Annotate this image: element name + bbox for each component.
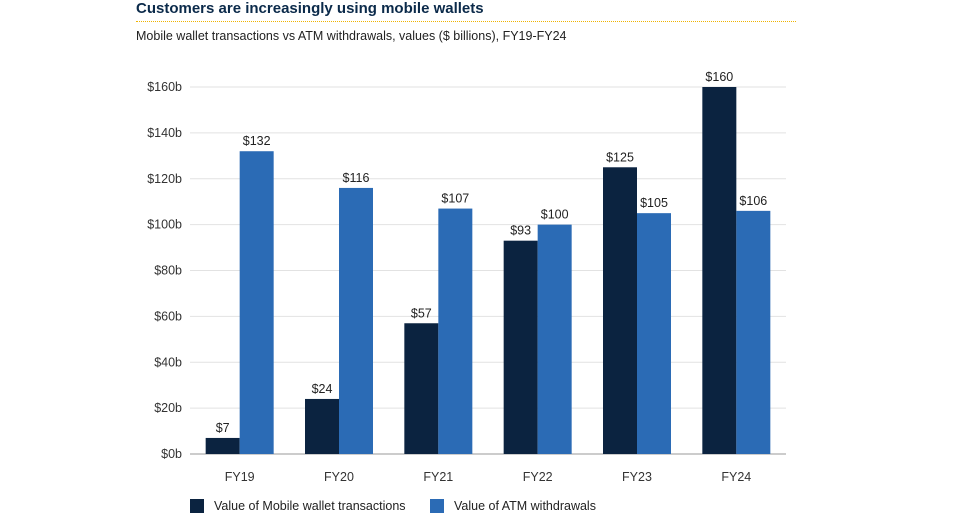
bars bbox=[205, 87, 771, 455]
mobile-wallet-bar-fy19 bbox=[205, 437, 240, 454]
data-label: $93 bbox=[510, 224, 531, 238]
mobile-wallet-bar-fy20 bbox=[305, 398, 339, 454]
data-label: $132 bbox=[243, 134, 271, 148]
y-tick-label: $20b bbox=[154, 401, 182, 415]
y-tick-label: $40b bbox=[154, 355, 182, 369]
y-tick-label: $0b bbox=[161, 447, 182, 461]
y-tick-label: $60b bbox=[154, 309, 182, 323]
data-label: $57 bbox=[411, 306, 432, 320]
chart-title: Customers are increasingly using mobile … bbox=[136, 0, 484, 17]
y-tick-label: $140b bbox=[147, 126, 182, 140]
legend-label: Value of ATM withdrawals bbox=[454, 499, 596, 513]
atm-withdrawal-bar-fy20 bbox=[339, 187, 373, 455]
title-divider bbox=[136, 21, 796, 22]
legend: Value of Mobile wallet transactions Value… bbox=[190, 499, 596, 513]
y-tick-label: $100b bbox=[147, 218, 182, 232]
y-axis-ticks: $0b $20b $40b $60b $80b $100b $120b $140b $160b bbox=[147, 80, 182, 461]
mobile-wallet-bar-fy22 bbox=[503, 240, 538, 454]
x-tick-label: FY22 bbox=[523, 470, 553, 484]
chart-subtitle: Mobile wallet transactions vs ATM withdr… bbox=[136, 29, 567, 43]
data-label: $100 bbox=[541, 208, 569, 222]
atm-withdrawal-bar-fy21 bbox=[438, 208, 473, 454]
mobile-wallet-bar-fy23 bbox=[603, 167, 637, 454]
legend-swatch bbox=[190, 499, 204, 513]
legend-label: Value of Mobile wallet transactions bbox=[214, 499, 406, 513]
atm-withdrawal-bar-fy24 bbox=[736, 210, 771, 454]
atm-withdrawal-bar-fy19 bbox=[239, 151, 274, 454]
y-tick-label: $160b bbox=[147, 80, 182, 94]
x-axis-ticks: FY19 FY20 FY21 FY22 FY23 FY24 bbox=[225, 470, 752, 484]
x-tick-label: FY20 bbox=[324, 470, 354, 484]
data-label: $125 bbox=[606, 150, 634, 164]
legend-swatch bbox=[430, 499, 444, 513]
gridlines bbox=[190, 86, 786, 455]
x-tick-label: FY21 bbox=[423, 470, 453, 484]
data-label: $105 bbox=[640, 196, 668, 210]
y-tick-label: $120b bbox=[147, 172, 182, 186]
mobile-wallet-bar-fy21 bbox=[404, 323, 439, 454]
data-label: $107 bbox=[441, 192, 469, 206]
x-tick-label: FY23 bbox=[622, 470, 652, 484]
y-tick-label: $80b bbox=[154, 264, 182, 278]
atm-withdrawal-bar-fy23 bbox=[637, 213, 671, 454]
data-label: $7 bbox=[216, 421, 230, 435]
atm-withdrawal-bar-fy22 bbox=[537, 224, 572, 454]
mobile-wallet-bar-fy24 bbox=[702, 87, 737, 454]
data-label: $116 bbox=[343, 171, 370, 185]
data-label: $24 bbox=[312, 382, 333, 396]
data-labels: $7 $132 $24 $116 $57 $107 $93 $100 $125 $105 $160 $… bbox=[216, 70, 768, 435]
data-label: $160 bbox=[705, 70, 733, 84]
x-tick-label: FY24 bbox=[721, 470, 751, 484]
data-label: $106 bbox=[739, 194, 767, 208]
x-tick-label: FY19 bbox=[225, 470, 255, 484]
